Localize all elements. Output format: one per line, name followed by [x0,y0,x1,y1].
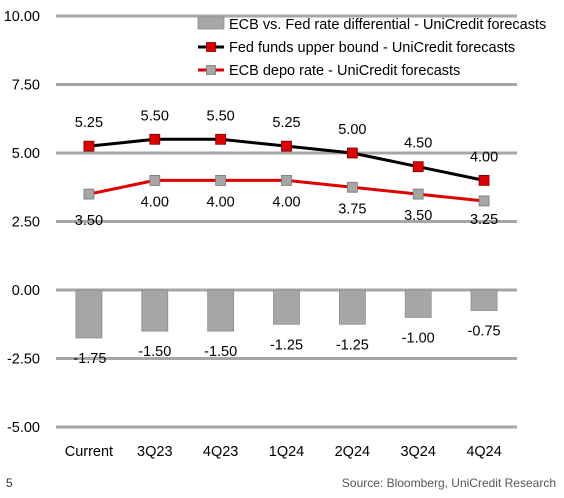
page-number: 5 [6,476,13,490]
marker-ecb-depo [281,174,292,186]
legend-swatch-bar [197,16,225,30]
ecb-depo-data-label: 4.00 [207,194,235,210]
marker-ecb-depo [149,174,161,186]
marker-ecb-depo [346,181,358,193]
marker-fed-funds [83,140,95,152]
marker-ecb-depo [478,195,490,207]
bar-rate-differential [273,289,300,325]
ecb-depo-data-label: 3.25 [470,212,498,228]
bar-data-label: -1.25 [336,337,369,353]
x-tick-label: 4Q24 [466,444,501,460]
y-tick-label: -5.00 [7,420,40,436]
x-tick-label: 4Q23 [203,444,238,460]
fed-funds-data-label: 5.50 [141,108,169,124]
y-tick-label: 5.00 [12,146,40,162]
bar-data-label: -1.50 [138,344,171,360]
marker-fed-funds [215,133,227,145]
y-tick-label: 2.50 [12,215,40,231]
fed-funds-data-label: 5.00 [338,122,366,138]
bar-data-label: -1.00 [402,330,435,346]
legend-swatch-marker [206,65,216,75]
marker-fed-funds [281,140,292,152]
x-axis-ticks: Current 3Q23 4Q23 1Q24 2Q24 3Q24 4Q24 [65,444,502,460]
bar-rate-differential [141,289,169,332]
bar-data-label: -1.25 [270,337,303,353]
marker-ecb-depo [215,174,227,186]
y-tick-label: 7.50 [12,78,40,94]
legend: ECB vs. Fed rate differential - UniCredi… [197,16,546,79]
legend-entry: ECB depo rate - UniCredit forecasts [229,63,460,79]
bar-series [75,289,498,339]
fed-funds-data-label: 5.50 [207,108,235,124]
ecb-depo-data-label: 3.75 [338,201,366,217]
marker-fed-funds [478,174,490,186]
ecb-depo-data-label: 4.00 [272,194,300,210]
y-tick-label: -2.50 [7,352,40,368]
bar-rate-differential [207,289,235,332]
fed-funds-data-label: 4.00 [470,149,498,165]
marker-ecb-depo [412,188,424,200]
legend-entry: ECB vs. Fed rate differential - UniCredi… [229,17,546,33]
legend-entry: Fed funds upper bound - UniCredit foreca… [229,40,515,56]
x-tick-label: Current [65,444,113,460]
marker-fed-funds [346,147,358,159]
fed-funds-data-label: 5.25 [75,115,103,131]
fed-funds-data-label: 4.50 [404,136,432,152]
line-series [83,133,490,207]
y-tick-label: 0.00 [12,283,40,299]
x-tick-label: 3Q24 [400,444,435,460]
bar-rate-differential [470,289,498,311]
ecb-depo-data-label: 3.50 [404,208,432,224]
ecb-depo-data-label: 4.00 [141,194,169,210]
bar-data-label: -1.50 [204,344,237,360]
marker-fed-funds [412,161,424,173]
bar-rate-differential [404,289,432,318]
data-labels: -1.75 -1.50 -1.50 -1.25 -1.25 -1.00 -0.75 5.25 5… [73,108,500,367]
ecb-depo-data-label: 3.50 [75,213,103,229]
bar-rate-differential [338,289,366,325]
marker-fed-funds [149,133,161,145]
x-tick-label: 3Q23 [137,444,172,460]
y-axis-ticks: 10.00 7.50 5.00 2.50 0.00 -2.50 -5.00 [4,9,40,436]
bar-data-label: -0.75 [468,324,501,340]
x-tick-label: 1Q24 [269,444,304,460]
source-note: Source: Bloomberg, UniCredit Research [341,476,556,490]
bar-rate-differential [75,289,103,339]
x-tick-label: 2Q24 [335,444,370,460]
legend-swatch-marker [206,42,216,52]
fed-funds-data-label: 5.25 [272,115,300,131]
bar-data-label: -1.75 [73,351,106,367]
marker-ecb-depo [83,188,95,200]
y-tick-label: 10.00 [4,9,40,25]
